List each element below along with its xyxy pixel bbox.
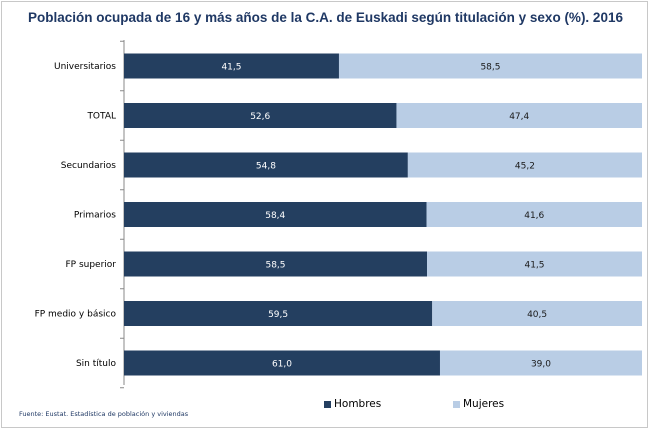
- bar-hombres: [124, 251, 428, 277]
- data-label-hombres: 61,0: [272, 360, 292, 370]
- bar-hombres: [124, 103, 397, 128]
- data-label-mujeres: 47,4: [509, 112, 529, 122]
- data-label-hombres: 41,5: [221, 63, 241, 73]
- legend-item-hombres: Hombres: [324, 398, 381, 410]
- data-label-hombres: 58,4: [265, 211, 285, 221]
- category-label: Secundarios: [61, 161, 117, 171]
- data-label-hombres: 54,8: [256, 162, 276, 172]
- bar-mujeres: [439, 350, 642, 376]
- bar-hombres: [124, 53, 339, 79]
- category-label: TOTAL: [86, 112, 116, 122]
- data-label-mujeres: 41,6: [524, 211, 544, 221]
- data-label-mujeres: 40,5: [527, 310, 547, 320]
- data-label-mujeres: 41,5: [524, 261, 544, 271]
- legend-swatch-hombres: [324, 400, 331, 408]
- legend-item-mujeres: Mujeres: [453, 398, 504, 410]
- data-label-mujeres: 45,2: [515, 162, 535, 172]
- bar-mujeres: [432, 301, 642, 326]
- data-label-hombres: 58,5: [265, 261, 285, 271]
- category-label: Primarios: [74, 211, 116, 221]
- data-label-hombres: 59,5: [268, 310, 288, 320]
- bar-hombres: [124, 350, 440, 376]
- bar-mujeres: [427, 251, 642, 277]
- bar-mujeres: [338, 53, 642, 79]
- bar-mujeres: [396, 103, 642, 128]
- bar-hombres: [124, 152, 408, 178]
- bar-mujeres: [407, 152, 642, 178]
- source-note: Fuente: Eustat. Estadística de población…: [19, 410, 189, 418]
- data-label-mujeres: 39,0: [531, 360, 551, 370]
- data-label-hombres: 52,6: [250, 112, 270, 122]
- legend-label-mujeres: Mujeres: [463, 398, 505, 410]
- bar-hombres: [124, 301, 433, 326]
- bar-hombres: [124, 202, 427, 227]
- data-label-mujeres: 58,5: [480, 63, 500, 73]
- legend-label-hombres: Hombres: [334, 398, 382, 410]
- bar-mujeres: [426, 202, 642, 227]
- category-label: Universitarios: [54, 62, 116, 72]
- category-label: FP medio y básico: [35, 310, 117, 320]
- chart-title: Población ocupada de 16 y más años de la…: [28, 10, 623, 25]
- category-label: Sin título: [76, 359, 117, 369]
- legend-swatch-mujeres: [453, 400, 460, 408]
- category-label: FP superior: [65, 260, 116, 270]
